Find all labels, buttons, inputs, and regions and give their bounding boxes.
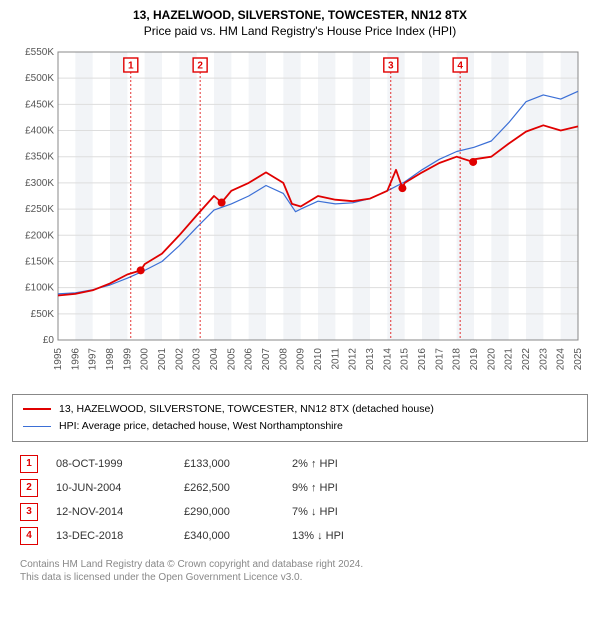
legend-item: HPI: Average price, detached house, West…: [23, 418, 577, 435]
svg-text:3: 3: [388, 61, 394, 72]
transaction-pct: 13% ↓ HPI: [292, 530, 392, 542]
svg-text:£150K: £150K: [25, 256, 54, 267]
svg-text:2001: 2001: [157, 348, 168, 371]
legend-swatch: [23, 426, 51, 427]
legend-swatch: [23, 408, 51, 410]
svg-text:2005: 2005: [226, 348, 237, 371]
transaction-pct: 2% ↑ HPI: [292, 458, 392, 470]
svg-text:1998: 1998: [105, 348, 116, 371]
svg-text:4: 4: [457, 61, 463, 72]
transaction-marker: 3: [20, 503, 38, 521]
svg-text:2021: 2021: [504, 348, 515, 371]
transaction-price: £262,500: [184, 482, 274, 494]
chart-area: £0 £50K £100K £150K £200K £250K £300K £350K £400…: [12, 44, 588, 384]
svg-text:1: 1: [128, 61, 134, 72]
svg-text:2002: 2002: [174, 348, 185, 371]
svg-text:2024: 2024: [556, 348, 567, 371]
footer-line-2: This data is licensed under the Open Gov…: [20, 571, 580, 585]
transaction-row: 1 08-OCT-1999 £133,000 2% ↑ HPI: [12, 452, 588, 476]
legend-item: 13, HAZELWOOD, SILVERSTONE, TOWCESTER, N…: [23, 401, 577, 418]
svg-text:2007: 2007: [261, 348, 272, 371]
transaction-date: 08-OCT-1999: [56, 458, 166, 470]
chart-title: 13, HAZELWOOD, SILVERSTONE, TOWCESTER, N…: [12, 8, 588, 22]
svg-text:1999: 1999: [122, 348, 133, 371]
svg-text:2008: 2008: [278, 348, 289, 371]
svg-text:2: 2: [197, 61, 203, 72]
svg-text:2019: 2019: [469, 348, 480, 371]
svg-text:£400K: £400K: [25, 126, 54, 137]
svg-text:2025: 2025: [573, 348, 584, 371]
svg-text:2003: 2003: [192, 348, 203, 371]
svg-text:2013: 2013: [365, 348, 376, 371]
transaction-date: 13-DEC-2018: [56, 530, 166, 542]
svg-text:£550K: £550K: [25, 47, 54, 58]
svg-text:1996: 1996: [70, 348, 81, 371]
svg-text:1997: 1997: [88, 348, 99, 371]
transaction-date: 12-NOV-2014: [56, 506, 166, 518]
svg-text:2023: 2023: [538, 348, 549, 371]
transaction-date: 10-JUN-2004: [56, 482, 166, 494]
svg-text:2011: 2011: [330, 348, 341, 370]
chart-subtitle: Price paid vs. HM Land Registry's House …: [12, 24, 588, 38]
transaction-row: 4 13-DEC-2018 £340,000 13% ↓ HPI: [12, 524, 588, 548]
transaction-marker: 4: [20, 527, 38, 545]
transaction-price: £133,000: [184, 458, 274, 470]
legend-label: HPI: Average price, detached house, West…: [59, 418, 343, 435]
transaction-pct: 7% ↓ HPI: [292, 506, 392, 518]
footer-attribution: Contains HM Land Registry data © Crown c…: [12, 558, 588, 585]
legend-label: 13, HAZELWOOD, SILVERSTONE, TOWCESTER, N…: [59, 401, 434, 418]
svg-text:£50K: £50K: [31, 309, 55, 320]
footer-line-1: Contains HM Land Registry data © Crown c…: [20, 558, 580, 572]
svg-text:£0: £0: [43, 335, 55, 346]
svg-text:£250K: £250K: [25, 204, 54, 215]
legend-box: 13, HAZELWOOD, SILVERSTONE, TOWCESTER, N…: [12, 394, 588, 442]
svg-text:2006: 2006: [244, 348, 255, 371]
svg-text:2015: 2015: [400, 348, 411, 371]
transaction-marker: 2: [20, 479, 38, 497]
transaction-price: £290,000: [184, 506, 274, 518]
transaction-row: 3 12-NOV-2014 £290,000 7% ↓ HPI: [12, 500, 588, 524]
svg-text:2022: 2022: [521, 348, 532, 371]
svg-text:£350K: £350K: [25, 152, 54, 163]
svg-text:2004: 2004: [209, 348, 220, 371]
svg-text:£200K: £200K: [25, 230, 54, 241]
svg-text:£100K: £100K: [25, 283, 54, 294]
svg-text:2014: 2014: [382, 348, 393, 371]
svg-text:2009: 2009: [296, 348, 307, 371]
transaction-pct: 9% ↑ HPI: [292, 482, 392, 494]
svg-text:2016: 2016: [417, 348, 428, 371]
svg-text:£300K: £300K: [25, 178, 54, 189]
transaction-marker: 1: [20, 455, 38, 473]
price-chart: £0 £50K £100K £150K £200K £250K £300K £350K £400…: [12, 44, 588, 384]
svg-text:2017: 2017: [434, 348, 445, 371]
svg-text:£450K: £450K: [25, 99, 54, 110]
svg-text:2018: 2018: [452, 348, 463, 371]
svg-text:2020: 2020: [486, 348, 497, 371]
svg-text:2010: 2010: [313, 348, 324, 371]
page-container: 13, HAZELWOOD, SILVERSTONE, TOWCESTER, N…: [0, 0, 600, 597]
transaction-price: £340,000: [184, 530, 274, 542]
svg-text:1995: 1995: [53, 348, 64, 371]
transaction-row: 2 10-JUN-2004 £262,500 9% ↑ HPI: [12, 476, 588, 500]
svg-text:2000: 2000: [140, 348, 151, 371]
svg-text:2012: 2012: [348, 348, 359, 371]
svg-text:£500K: £500K: [25, 73, 54, 84]
transactions-table: 1 08-OCT-1999 £133,000 2% ↑ HPI 2 10-JUN-2004…: [12, 452, 588, 548]
